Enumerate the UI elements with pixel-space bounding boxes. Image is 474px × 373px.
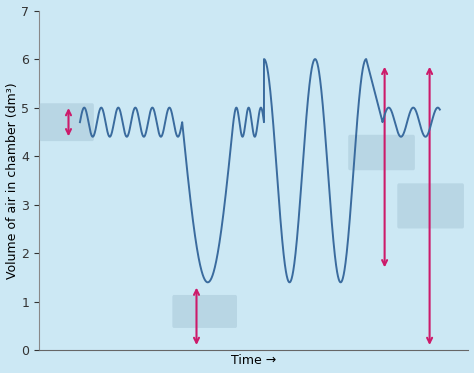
FancyBboxPatch shape bbox=[173, 295, 237, 328]
X-axis label: Time →: Time → bbox=[231, 354, 276, 367]
FancyBboxPatch shape bbox=[397, 183, 464, 229]
FancyBboxPatch shape bbox=[39, 103, 94, 141]
FancyBboxPatch shape bbox=[348, 135, 415, 170]
Y-axis label: Volume of air in chamber (dm³): Volume of air in chamber (dm³) bbox=[6, 82, 18, 279]
